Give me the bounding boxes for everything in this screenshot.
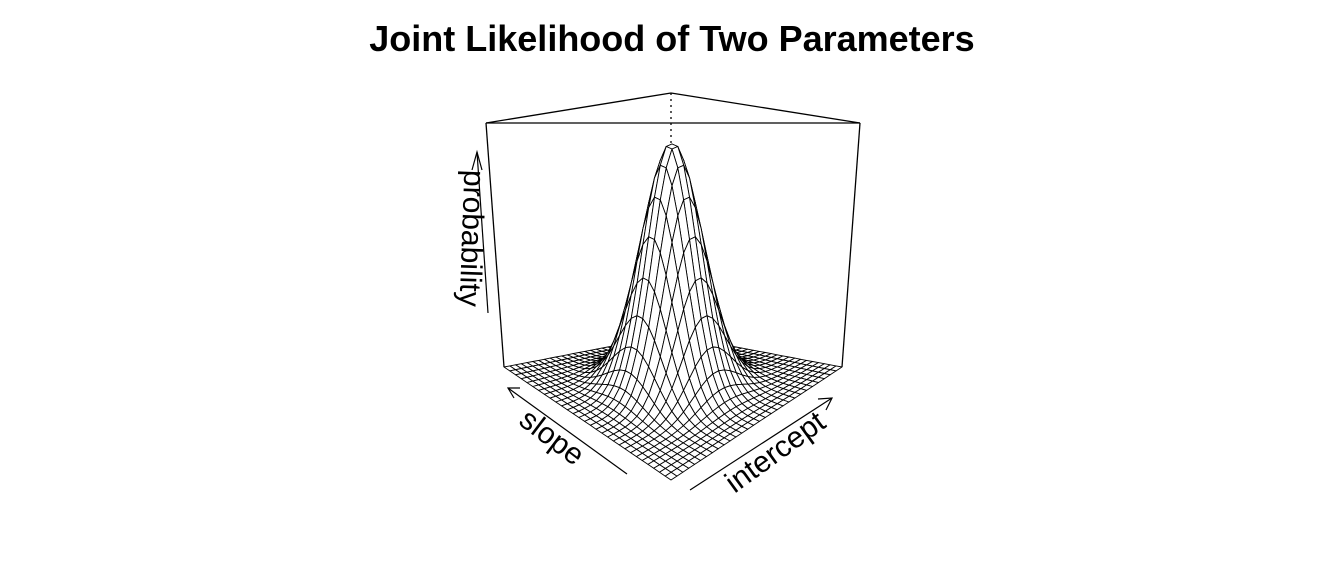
probability-arrowhead <box>471 149 483 171</box>
box-edge-right-vertical <box>841 122 861 368</box>
likelihood-surface <box>503 143 843 481</box>
box-edge-back-right-top <box>670 92 861 124</box>
axis-arrows <box>471 149 834 491</box>
box-front-edges <box>485 122 861 368</box>
intercept-arrowhead <box>817 397 834 411</box>
z-axis-label: probability <box>453 169 491 307</box>
chart-title: Joint Likelihood of Two Parameters <box>369 18 975 59</box>
intercept-axis-arrow <box>689 397 833 491</box>
box-edge-back-left-top <box>485 92 672 124</box>
box-edge-left-vertical <box>485 122 505 368</box>
probability-axis-arrow <box>476 151 489 314</box>
slope-axis-arrow <box>507 387 628 475</box>
surface-facet <box>664 471 678 481</box>
slope-arrowhead <box>506 387 520 399</box>
